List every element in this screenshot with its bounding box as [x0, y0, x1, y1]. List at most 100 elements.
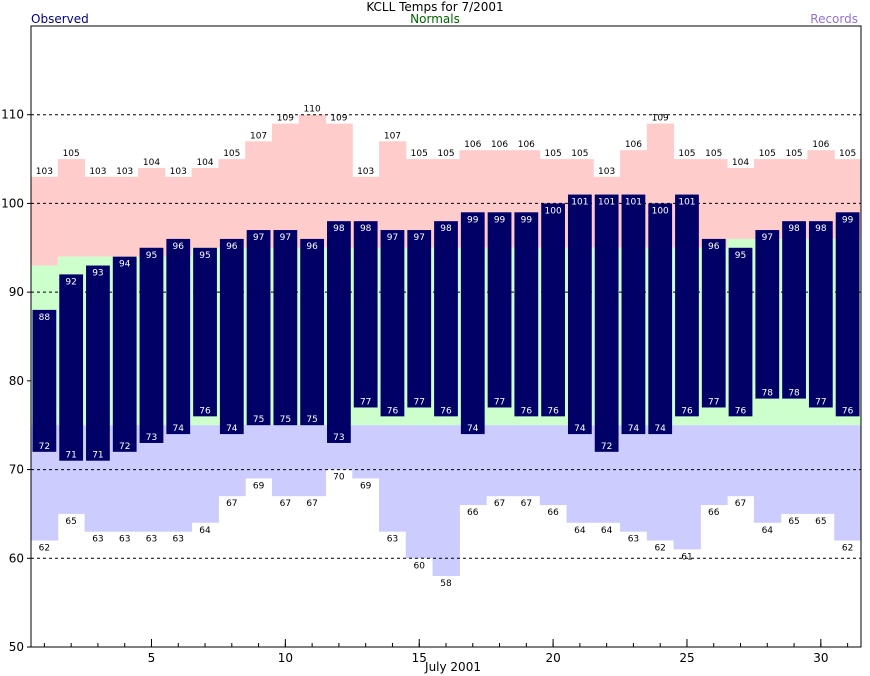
record-high-band: [57, 159, 86, 257]
record-high-label: 104: [732, 158, 749, 168]
observed-high-label: 98: [333, 224, 345, 234]
record-low-label: 63: [387, 535, 398, 545]
record-low-label: 64: [601, 526, 613, 536]
record-high-label: 106: [464, 140, 481, 150]
observed-bar: [594, 194, 619, 452]
record-low-label: 70: [333, 473, 345, 483]
record-low-band: [539, 425, 567, 506]
observed-high-label: 99: [467, 215, 479, 225]
observed-low-label: 76: [521, 406, 533, 416]
observed-high-label: 98: [440, 224, 452, 234]
observed-low-label: 76: [735, 406, 747, 416]
observed-low-label: 75: [306, 415, 317, 425]
observed-high-label: 101: [625, 198, 642, 208]
x-tick-label: 25: [679, 651, 694, 665]
record-low-band: [566, 425, 594, 523]
observed-bar: [353, 221, 378, 408]
observed-high-label: 88: [39, 313, 51, 323]
observed-high-label: 96: [173, 242, 185, 252]
observed-bar: [808, 221, 833, 408]
observed-low-label: 76: [681, 406, 693, 416]
record-low-label: 63: [146, 535, 157, 545]
observed-high-label: 97: [762, 233, 773, 243]
record-high-band: [191, 167, 219, 248]
observed-high-label: 100: [545, 206, 562, 216]
observed-high-label: 92: [65, 277, 76, 287]
record-low-label: 69: [360, 481, 372, 491]
observed-low-label: 74: [574, 424, 586, 434]
observed-high-label: 99: [521, 215, 533, 225]
observed-low-label: 71: [65, 451, 76, 461]
observed-bar: [139, 247, 164, 443]
x-tick-label: 5: [148, 651, 156, 665]
record-high-label: 105: [785, 149, 802, 159]
observed-low-label: 77: [494, 397, 505, 407]
record-low-label: 67: [735, 499, 746, 509]
observed-high-label: 94: [119, 260, 131, 270]
observed-bar: [86, 265, 110, 461]
record-low-band: [405, 425, 434, 559]
record-low-label: 62: [654, 544, 665, 554]
record-low-band: [673, 425, 701, 550]
record-high-label: 105: [63, 149, 80, 159]
record-high-label: 104: [196, 158, 213, 168]
x-tick-label: 15: [412, 651, 427, 665]
record-low-band: [646, 425, 675, 541]
observed-low-label: 71: [92, 451, 103, 461]
observed-high-label: 98: [788, 224, 800, 234]
observed-high-label: 93: [92, 269, 103, 279]
observed-high-label: 101: [678, 198, 695, 208]
observed-high-label: 96: [306, 242, 318, 252]
record-low-label: 63: [92, 535, 103, 545]
observed-low-label: 77: [360, 397, 371, 407]
record-high-label: 105: [437, 149, 454, 159]
record-high-label: 109: [330, 114, 347, 124]
observed-bar: [380, 230, 405, 417]
observed-high-label: 95: [735, 251, 746, 261]
observed-low-label: 76: [199, 406, 211, 416]
observed-high-label: 100: [652, 206, 669, 216]
record-high-band: [31, 176, 59, 266]
record-low-label: 67: [226, 499, 237, 509]
record-low-label: 62: [842, 544, 853, 554]
record-low-label: 65: [65, 517, 76, 527]
record-low-label: 64: [199, 526, 211, 536]
record-high-label: 105: [223, 149, 240, 159]
y-tick-label: 90: [9, 285, 24, 299]
record-high-label: 106: [625, 140, 642, 150]
record-low-label: 69: [253, 481, 265, 491]
observed-bar: [648, 203, 673, 435]
observed-low-label: 76: [842, 406, 854, 416]
record-low-label: 65: [788, 517, 799, 527]
record-low-label: 60: [413, 561, 425, 571]
record-low-band: [379, 425, 407, 532]
observed-high-label: 99: [494, 215, 506, 225]
record-high-band: [111, 176, 139, 257]
record-low-label: 63: [173, 535, 184, 545]
y-tick-label: 80: [9, 374, 24, 388]
y-tick-label: 50: [9, 640, 24, 654]
record-high-label: 103: [36, 167, 53, 177]
observed-high-label: 97: [413, 233, 424, 243]
x-tick-label: 20: [545, 651, 560, 665]
observed-low-label: 75: [253, 415, 264, 425]
record-high-label: 106: [491, 140, 508, 150]
observed-bar: [487, 212, 512, 408]
observed-bar: [193, 247, 217, 417]
observed-bar: [835, 212, 860, 417]
axes: 50 60 70 80 90 100 110 5 10 15 20 25 30 July 2001: [1, 25, 862, 674]
record-low-label: 67: [521, 499, 532, 509]
y-tick-label: 110: [1, 108, 24, 122]
record-low-label: 66: [547, 508, 559, 518]
observed-low-label: 72: [119, 442, 130, 452]
observed-low-label: 73: [333, 433, 344, 443]
observed-low-label: 76: [387, 406, 399, 416]
observed-bar: [782, 221, 806, 399]
x-axis-label: July 2001: [424, 660, 481, 674]
observed-high-label: 96: [226, 242, 238, 252]
observed-bars: [32, 194, 860, 461]
record-low-label: 65: [815, 517, 826, 527]
record-low-label: 64: [762, 526, 774, 536]
record-high-label: 103: [89, 167, 106, 177]
record-low-band: [753, 425, 782, 523]
